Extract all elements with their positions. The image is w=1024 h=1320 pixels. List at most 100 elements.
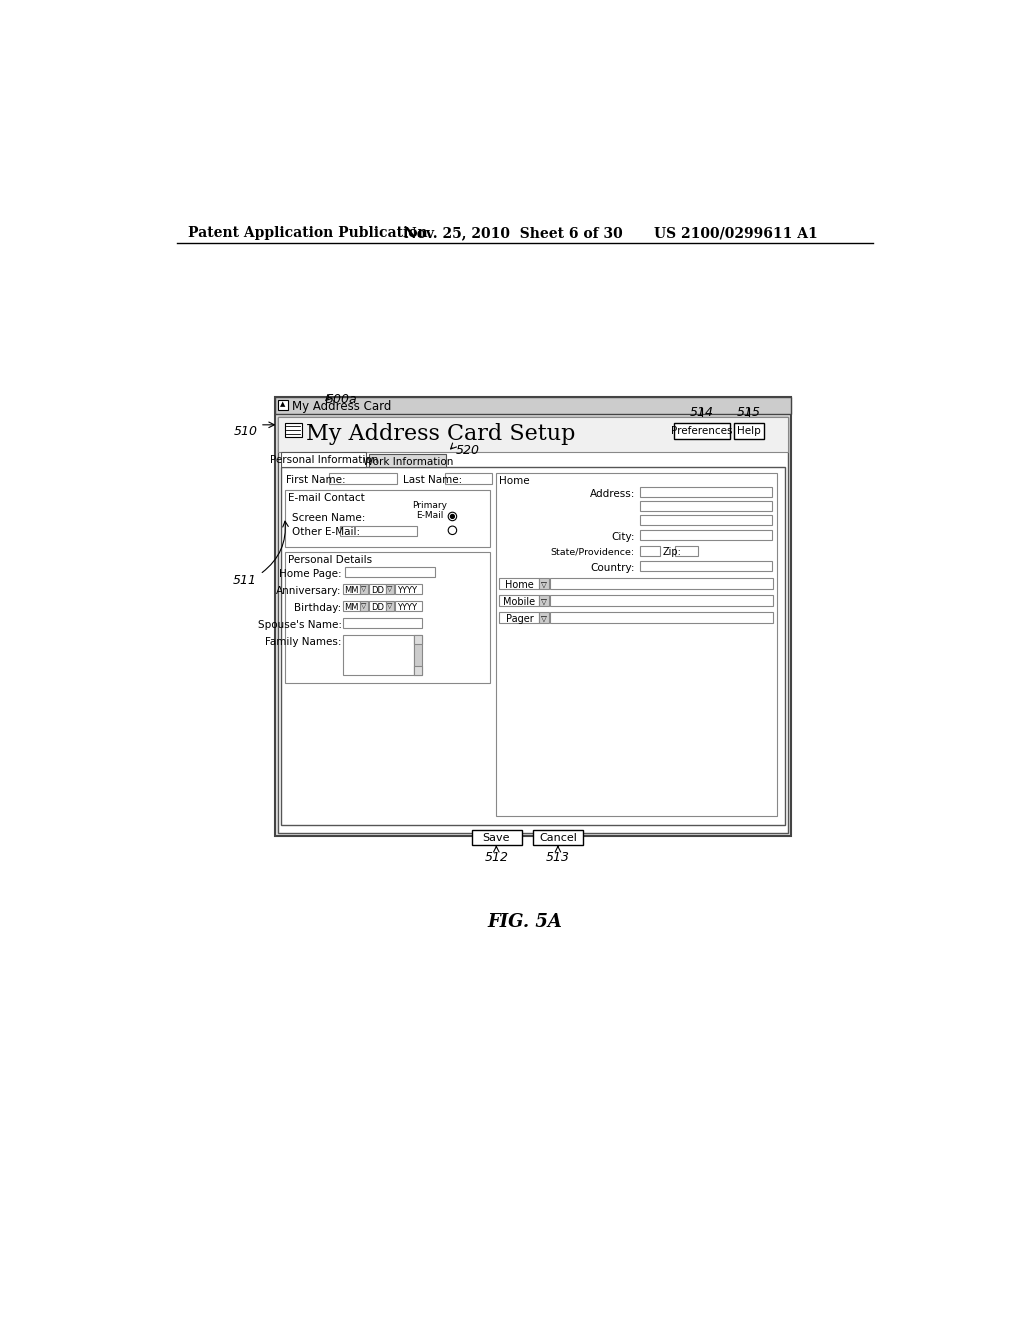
Text: My Address Card Setup: My Address Card Setup bbox=[306, 422, 575, 445]
Text: State/Providence:: State/Providence: bbox=[551, 548, 635, 556]
Text: ▲: ▲ bbox=[415, 636, 421, 643]
Bar bbox=[444, 474, 493, 484]
Bar bbox=[640, 515, 772, 525]
Bar bbox=[275, 397, 792, 414]
Bar bbox=[360, 585, 368, 594]
Bar bbox=[370, 601, 386, 611]
Circle shape bbox=[449, 512, 457, 520]
Bar bbox=[540, 578, 549, 589]
Bar bbox=[386, 601, 394, 611]
Bar bbox=[279, 417, 788, 451]
Text: ▽: ▽ bbox=[541, 597, 547, 606]
Bar bbox=[674, 424, 730, 438]
Text: Screen Name:: Screen Name: bbox=[292, 513, 366, 523]
Text: E-mail Contact: E-mail Contact bbox=[288, 494, 365, 503]
Bar bbox=[370, 454, 446, 467]
Text: My Address Card: My Address Card bbox=[292, 400, 391, 413]
Text: Last Name:: Last Name: bbox=[403, 475, 463, 484]
Bar bbox=[343, 601, 360, 611]
Text: 500a: 500a bbox=[326, 393, 357, 407]
Bar bbox=[500, 612, 540, 623]
Text: Work Information: Work Information bbox=[362, 457, 453, 467]
Text: Spouse's Name:: Spouse's Name: bbox=[258, 619, 342, 630]
Bar bbox=[497, 474, 777, 816]
Text: ▲: ▲ bbox=[281, 401, 286, 407]
Text: YYYY: YYYY bbox=[397, 586, 417, 595]
Bar bbox=[734, 424, 764, 438]
Text: Birthday:: Birthday: bbox=[294, 603, 342, 612]
Text: FIG. 5A: FIG. 5A bbox=[487, 913, 562, 931]
Text: Pager: Pager bbox=[506, 614, 534, 624]
Text: ▽: ▽ bbox=[387, 586, 393, 591]
Bar bbox=[640, 502, 772, 511]
Text: US 2100/0299611 A1: US 2100/0299611 A1 bbox=[654, 226, 818, 240]
Text: YYYY: YYYY bbox=[397, 603, 417, 611]
Bar bbox=[343, 635, 414, 675]
Text: ▽: ▽ bbox=[415, 667, 421, 673]
Text: Home Page:: Home Page: bbox=[279, 569, 342, 578]
Text: DD: DD bbox=[371, 586, 384, 595]
Text: Country:: Country: bbox=[591, 562, 635, 573]
Text: Home: Home bbox=[505, 581, 534, 590]
Bar bbox=[340, 525, 417, 536]
Bar bbox=[275, 397, 792, 836]
Text: Personal Information: Personal Information bbox=[269, 455, 378, 465]
Text: Nov. 25, 2010  Sheet 6 of 30: Nov. 25, 2010 Sheet 6 of 30 bbox=[403, 226, 623, 240]
Text: City:: City: bbox=[611, 532, 635, 541]
Text: 514: 514 bbox=[690, 407, 714, 420]
Bar bbox=[343, 618, 422, 628]
Text: ▽: ▽ bbox=[361, 586, 367, 591]
Bar bbox=[414, 635, 422, 675]
Bar bbox=[414, 665, 422, 675]
Bar bbox=[540, 595, 549, 606]
Text: Help: Help bbox=[737, 426, 761, 437]
Text: 515: 515 bbox=[737, 407, 761, 420]
Bar bbox=[414, 635, 422, 644]
Bar bbox=[640, 487, 772, 498]
Bar bbox=[640, 545, 659, 556]
Text: Personal Details: Personal Details bbox=[288, 554, 372, 565]
Bar bbox=[550, 595, 773, 606]
Bar bbox=[282, 467, 785, 825]
Text: ▽: ▽ bbox=[387, 603, 393, 609]
Text: 510: 510 bbox=[233, 425, 258, 438]
Bar bbox=[675, 545, 698, 556]
Circle shape bbox=[449, 527, 457, 535]
Text: Save: Save bbox=[482, 833, 510, 843]
Text: First Name:: First Name: bbox=[286, 475, 346, 484]
Bar bbox=[279, 400, 289, 411]
Bar bbox=[330, 474, 397, 484]
Text: ▽: ▽ bbox=[361, 603, 367, 609]
Bar bbox=[395, 585, 422, 594]
Text: Preferences: Preferences bbox=[671, 426, 732, 437]
Text: Patent Application Publication: Patent Application Publication bbox=[188, 226, 428, 240]
Bar bbox=[500, 595, 540, 606]
Text: MM: MM bbox=[345, 603, 359, 611]
Text: Zip:: Zip: bbox=[663, 548, 682, 557]
Bar bbox=[360, 601, 368, 611]
Bar bbox=[550, 578, 773, 589]
Text: 520: 520 bbox=[456, 444, 479, 457]
Bar bbox=[395, 601, 422, 611]
Text: 513: 513 bbox=[546, 851, 570, 865]
Text: Anniversary:: Anniversary: bbox=[276, 586, 342, 595]
Text: Mobile: Mobile bbox=[504, 598, 536, 607]
Circle shape bbox=[451, 515, 455, 519]
Text: 512: 512 bbox=[484, 851, 508, 865]
Text: ▽: ▽ bbox=[541, 614, 547, 623]
Bar bbox=[472, 830, 521, 845]
Text: Address:: Address: bbox=[590, 488, 635, 499]
Bar bbox=[343, 585, 360, 594]
Bar bbox=[279, 417, 788, 833]
Text: Other E-Mail:: Other E-Mail: bbox=[292, 527, 360, 537]
Text: ▽: ▽ bbox=[541, 579, 547, 589]
Text: DD: DD bbox=[371, 603, 384, 611]
Bar bbox=[386, 585, 394, 594]
Bar bbox=[345, 568, 435, 577]
Text: Family Names:: Family Names: bbox=[265, 636, 342, 647]
Text: Primary
E-Mail: Primary E-Mail bbox=[412, 502, 446, 520]
Bar bbox=[285, 490, 490, 548]
Text: Cancel: Cancel bbox=[539, 833, 577, 843]
Bar bbox=[534, 830, 584, 845]
Bar bbox=[285, 552, 490, 682]
